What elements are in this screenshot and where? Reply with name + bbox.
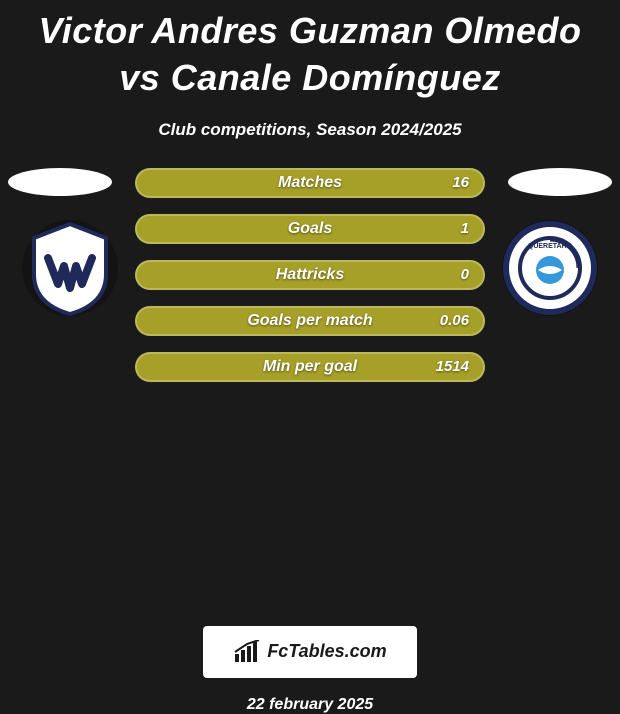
chart-icon	[233, 640, 261, 664]
stat-bar-hattricks: Hattricks 0	[135, 260, 485, 290]
player-oval-right	[508, 168, 612, 196]
club-crest-left	[20, 218, 120, 318]
page-title: Victor Andres Guzman Olmedo vs Canale Do…	[0, 0, 620, 102]
stat-label: Goals	[135, 214, 485, 244]
stat-bar-goals-per-match: Goals per match 0.06	[135, 306, 485, 336]
comparison-area: QUERETARO Matches 16 Goals 1 Hattricks 0…	[0, 168, 620, 388]
stat-value-right: 0	[461, 260, 469, 290]
site-logo-text: FcTables.com	[267, 641, 386, 662]
player-oval-left	[8, 168, 112, 196]
stat-value-right: 16	[452, 168, 469, 198]
date: 22 february 2025	[0, 696, 620, 714]
site-logo[interactable]: FcTables.com	[203, 626, 417, 678]
stat-bars: Matches 16 Goals 1 Hattricks 0 Goals per…	[135, 168, 485, 398]
stat-value-right: 0.06	[440, 306, 469, 336]
stat-bar-matches: Matches 16	[135, 168, 485, 198]
stat-value-right: 1514	[436, 352, 469, 382]
subtitle: Club competitions, Season 2024/2025	[0, 120, 620, 140]
stat-label: Goals per match	[135, 306, 485, 336]
svg-text:QUERETARO: QUERETARO	[528, 243, 573, 250]
club-crest-right: QUERETARO	[500, 218, 600, 318]
stat-label: Min per goal	[135, 352, 485, 382]
stat-label: Hattricks	[135, 260, 485, 290]
stat-label: Matches	[135, 168, 485, 198]
stat-value-right: 1	[461, 214, 469, 244]
stat-bar-goals: Goals 1	[135, 214, 485, 244]
stat-bar-min-per-goal: Min per goal 1514	[135, 352, 485, 382]
